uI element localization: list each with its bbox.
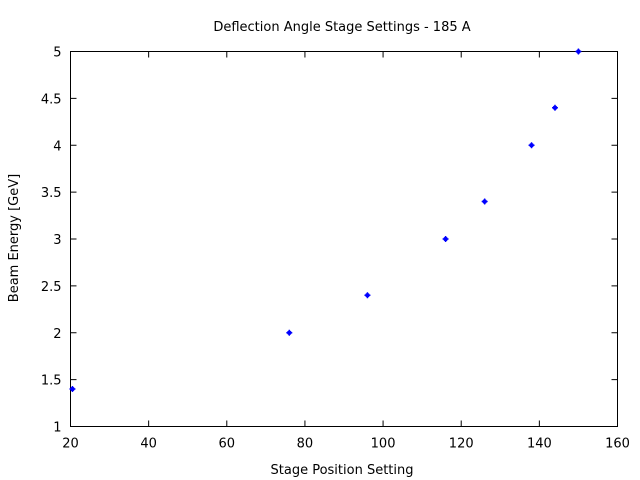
y-tick-label: 3.5 bbox=[41, 186, 62, 201]
plot-area-frame bbox=[70, 51, 618, 427]
y-tick-label: 2 bbox=[53, 327, 61, 342]
data-point bbox=[481, 198, 488, 205]
y-tick-label: 1.5 bbox=[41, 374, 62, 389]
x-axis-ticks: 20 40 60 80 100 120 140 160 bbox=[62, 51, 630, 452]
y-tick-label: 1 bbox=[53, 421, 61, 436]
data-points bbox=[69, 48, 582, 392]
y-axis-ticks: 1 1.5 2 2.5 3 3.5 4 4.5 5 bbox=[41, 46, 618, 436]
y-axis-label: Beam Energy [GeV] bbox=[7, 174, 22, 302]
y-tick-label: 4.5 bbox=[41, 92, 62, 107]
x-tick-label: 160 bbox=[605, 437, 630, 452]
data-point bbox=[364, 292, 371, 299]
data-point bbox=[551, 104, 558, 111]
y-tick-label: 2.5 bbox=[41, 280, 62, 295]
data-point bbox=[286, 329, 293, 336]
x-tick-label: 60 bbox=[219, 437, 236, 452]
data-point bbox=[575, 48, 582, 55]
x-tick-label: 40 bbox=[140, 437, 157, 452]
data-point bbox=[442, 236, 449, 242]
x-tick-label: 140 bbox=[527, 437, 552, 452]
x-tick-label: 80 bbox=[297, 437, 314, 452]
x-tick-label: 20 bbox=[62, 437, 79, 452]
x-tick-label: 120 bbox=[449, 437, 474, 452]
y-tick-label: 3 bbox=[53, 233, 61, 248]
data-point bbox=[69, 386, 76, 392]
y-tick-label: 4 bbox=[53, 139, 61, 154]
x-tick-label: 100 bbox=[371, 437, 396, 452]
y-tick-label: 5 bbox=[53, 46, 61, 61]
data-point bbox=[528, 142, 535, 149]
chart-title: Deflection Angle Stage Settings - 185 A bbox=[213, 20, 470, 35]
x-axis-label: Stage Position Setting bbox=[271, 463, 414, 478]
